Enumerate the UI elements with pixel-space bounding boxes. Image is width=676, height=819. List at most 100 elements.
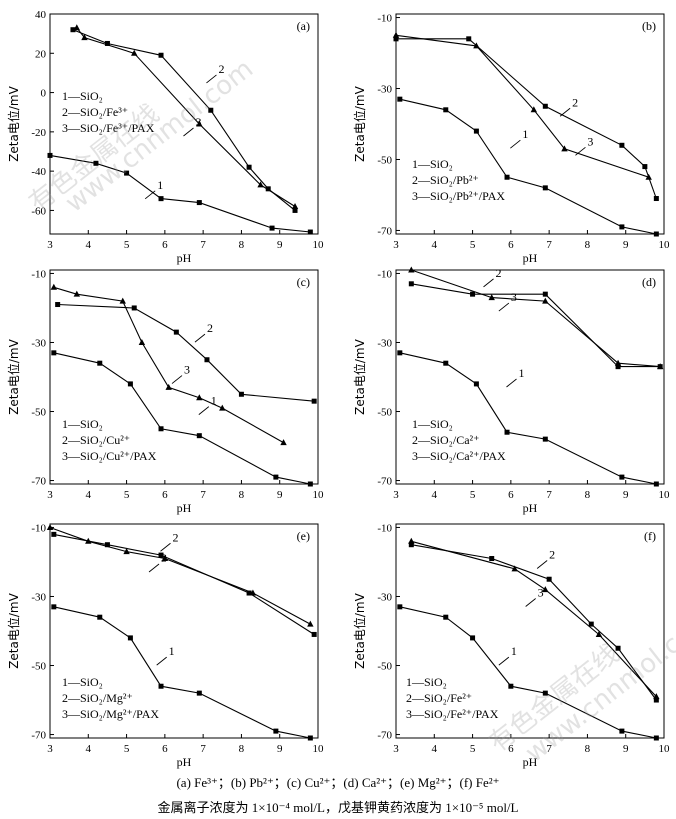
panel-label: (c) xyxy=(297,275,310,289)
x-tick-label: 4 xyxy=(86,239,92,251)
y-tick-label: -10 xyxy=(377,522,392,534)
data-point xyxy=(158,683,164,689)
data-point xyxy=(542,297,549,304)
data-point xyxy=(173,329,179,335)
legend-entry: 2—SiO₂/Ca²⁺ xyxy=(412,433,479,447)
data-point xyxy=(307,481,313,487)
data-point xyxy=(85,537,92,544)
data-point xyxy=(123,548,130,555)
curve-number-label: 1 xyxy=(157,178,163,192)
x-tick-label: 10 xyxy=(313,239,325,251)
data-point xyxy=(307,229,313,235)
x-tick-label: 8 xyxy=(239,239,245,251)
curve-label-leader xyxy=(206,74,217,84)
curve-number-label: 2 xyxy=(572,95,578,109)
data-point xyxy=(542,185,548,191)
y-axis-label: Zeta电位/mV xyxy=(352,592,367,668)
curve-label-leader xyxy=(525,598,536,607)
x-tick-label: 6 xyxy=(508,239,514,251)
data-point xyxy=(196,690,202,696)
data-point xyxy=(280,439,287,446)
data-point xyxy=(196,120,203,127)
x-tick-label: 5 xyxy=(470,489,476,501)
legend-entry: 3—SiO₂/Mg²⁺/PAX xyxy=(62,707,159,721)
x-tick-label: 6 xyxy=(162,239,168,251)
chart-panel: 3 4 5 6 7 8 9 10 -10 -30 -50 -70 pH Zeta电位/mV (b) 1 2 3 1—… xyxy=(352,13,670,265)
x-tick-label: 6 xyxy=(508,743,514,755)
x-tick-label: 6 xyxy=(162,489,168,501)
curve-number-label: 3 xyxy=(161,551,167,565)
curve-number-label: 3 xyxy=(587,134,593,148)
x-tick-label: 4 xyxy=(86,743,92,755)
data-point xyxy=(93,160,99,166)
data-point xyxy=(51,604,57,610)
legend-entry: 2—SiO₂/Fe³⁺ xyxy=(62,105,128,119)
data-point xyxy=(546,576,552,582)
x-tick-label: 9 xyxy=(623,743,629,755)
data-point xyxy=(196,200,202,206)
y-tick-label: -20 xyxy=(31,127,46,139)
data-point xyxy=(219,404,226,411)
x-tick-label: 7 xyxy=(546,743,552,755)
curve-label-leader xyxy=(156,656,167,666)
y-axis-label: Zeta电位/mV xyxy=(352,338,367,414)
y-tick-label: -50 xyxy=(377,154,392,166)
data-point xyxy=(473,42,480,49)
x-tick-label: 4 xyxy=(86,489,92,501)
y-axis-label: Zeta电位/mV xyxy=(6,592,21,668)
curve-number-label: 1 xyxy=(169,644,175,658)
plot-frame xyxy=(395,13,665,235)
series-line xyxy=(395,34,649,178)
data-point xyxy=(397,96,403,102)
x-tick-label: 7 xyxy=(200,489,206,501)
x-tick-label: 8 xyxy=(585,743,591,755)
data-point xyxy=(653,735,659,741)
x-tick-label: 7 xyxy=(546,239,552,251)
x-tick-label: 5 xyxy=(470,239,476,251)
x-tick-label: 9 xyxy=(277,239,283,251)
series-line xyxy=(411,283,661,368)
curve-label-leader xyxy=(183,127,194,137)
data-point xyxy=(619,474,625,480)
curve-label-leader xyxy=(506,378,517,388)
curve-number-label: 2 xyxy=(173,530,179,544)
x-tick-label: 9 xyxy=(623,239,629,251)
data-point xyxy=(542,103,548,109)
data-point xyxy=(653,697,659,703)
data-point xyxy=(158,196,164,202)
x-axis-label: pH xyxy=(177,251,192,265)
chart-panel: 3 4 5 6 7 8 9 10-10-30-50-70pHZeta电位/mV(d)1231—… xyxy=(352,266,670,515)
data-point xyxy=(269,225,275,231)
data-point xyxy=(393,36,399,42)
data-point xyxy=(127,381,133,387)
y-tick-label: -40 xyxy=(31,166,46,178)
chart-panel: 3 4 5 6 7 8 9 10-10-30-50-70pHZeta电位/mV(e)1231—… xyxy=(6,522,324,769)
curve-number-label: 1 xyxy=(522,127,528,141)
x-tick-label: 4 xyxy=(432,489,438,501)
x-tick-label: 10 xyxy=(659,489,671,501)
curve-label-leader xyxy=(498,656,510,666)
series-line xyxy=(411,269,661,368)
y-tick-label: -10 xyxy=(377,13,392,25)
data-point xyxy=(246,164,252,170)
y-tick-label: -50 xyxy=(377,407,392,419)
data-point xyxy=(642,164,648,170)
data-point xyxy=(653,196,659,202)
data-point xyxy=(653,231,659,237)
plot-frame xyxy=(49,13,319,235)
plot-frame xyxy=(395,269,665,485)
curve-number-label: 1 xyxy=(211,394,217,408)
data-point xyxy=(47,152,53,158)
data-point xyxy=(104,40,110,46)
data-point xyxy=(392,31,400,38)
legend-entry: 2—SiO₂/Mg²⁺ xyxy=(62,691,133,705)
y-tick-label: 20 xyxy=(35,48,47,60)
data-point xyxy=(46,523,54,530)
data-point xyxy=(645,173,652,180)
y-tick-label: -10 xyxy=(377,268,392,280)
data-point xyxy=(466,36,472,42)
data-point xyxy=(246,590,252,596)
data-point xyxy=(311,631,317,637)
legend-entry: 1—SiO₂ xyxy=(62,89,103,103)
y-tick-label: -10 xyxy=(31,268,46,280)
